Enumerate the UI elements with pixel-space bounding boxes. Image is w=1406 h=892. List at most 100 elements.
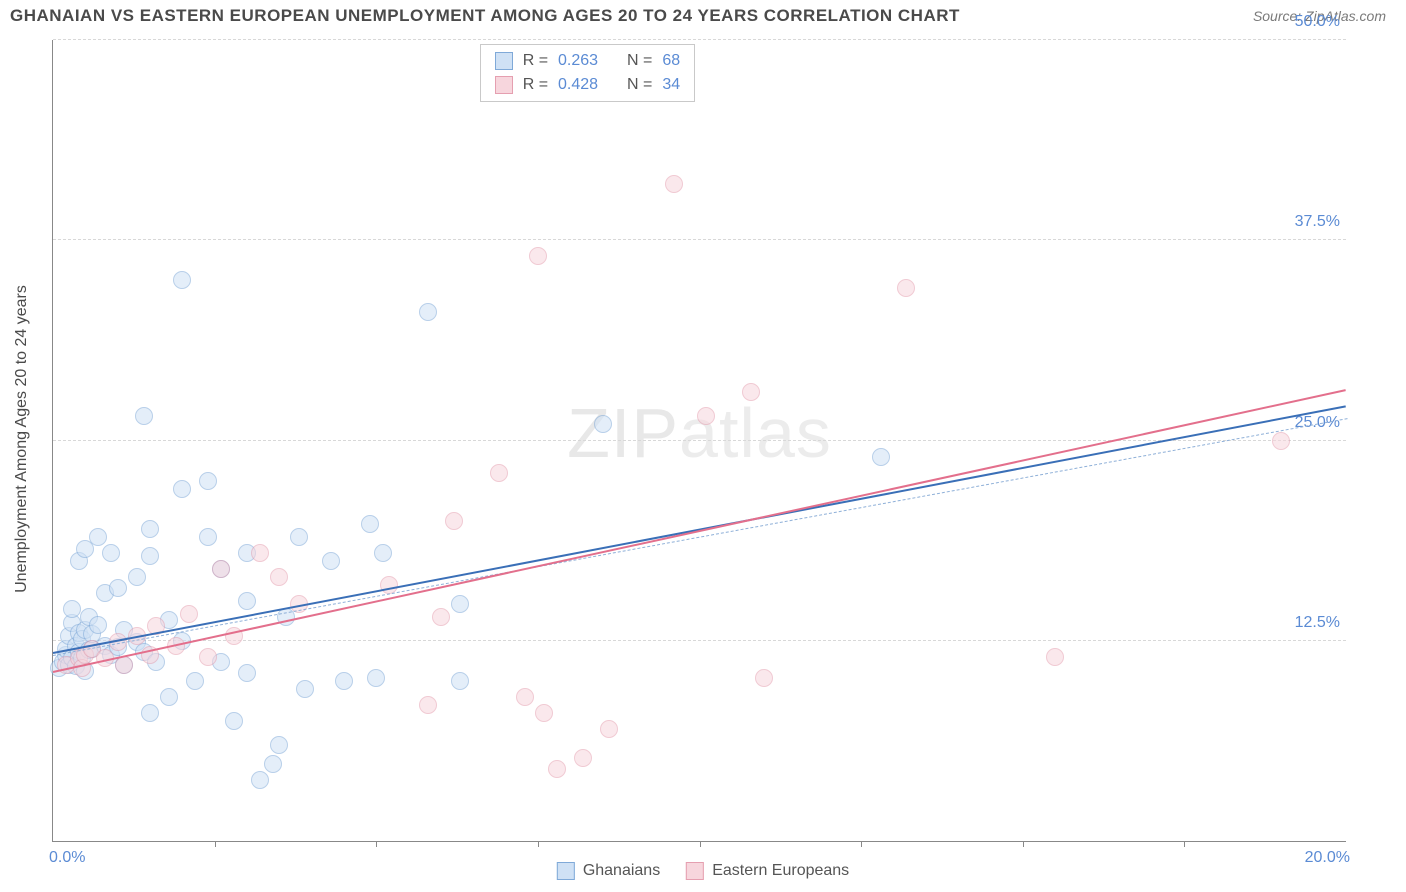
data-point	[238, 592, 256, 610]
y-tick-label: 37.5%	[1295, 213, 1340, 231]
data-point	[173, 480, 191, 498]
data-point	[665, 175, 683, 193]
data-point	[225, 712, 243, 730]
x-tick	[376, 841, 377, 847]
data-point	[600, 720, 618, 738]
watermark-bold: ZIP	[567, 394, 679, 472]
legend-item-eastern-europeans: Eastern Europeans	[686, 862, 849, 880]
data-point	[212, 560, 230, 578]
data-point	[419, 696, 437, 714]
r-prefix: R =	[523, 73, 548, 97]
data-point	[361, 515, 379, 533]
data-point	[290, 528, 308, 546]
n-value-ghanaians: 68	[662, 49, 680, 73]
watermark-thin: atlas	[679, 394, 832, 472]
r-prefix: R =	[523, 49, 548, 73]
gridline	[53, 239, 1346, 240]
x-axis-max-label: 20.0%	[1305, 849, 1350, 867]
data-point	[270, 736, 288, 754]
data-point	[490, 464, 508, 482]
x-tick	[215, 841, 216, 847]
y-tick-label: 12.5%	[1295, 614, 1340, 632]
data-point	[548, 760, 566, 778]
data-point	[89, 616, 107, 634]
x-tick	[700, 841, 701, 847]
series-legend: Ghanaians Eastern Europeans	[557, 862, 849, 880]
swatch-ghanaians	[557, 862, 575, 880]
data-point	[270, 568, 288, 586]
chart-title: GHANAIAN VS EASTERN EUROPEAN UNEMPLOYMEN…	[10, 6, 960, 26]
data-point	[141, 520, 159, 538]
data-point	[141, 704, 159, 722]
trend-line-dashed	[53, 418, 1348, 656]
data-point	[251, 544, 269, 562]
trend-line	[53, 389, 1346, 673]
data-point	[529, 247, 547, 265]
correlation-legend: R = 0.263 N = 68 R = 0.428 N = 34	[480, 44, 695, 102]
data-point	[251, 771, 269, 789]
data-point	[199, 472, 217, 490]
r-value-ghanaians: 0.263	[558, 49, 598, 73]
legend-item-ghanaians: Ghanaians	[557, 862, 660, 880]
x-tick	[1023, 841, 1024, 847]
watermark: ZIPatlas	[567, 393, 832, 473]
data-point	[180, 605, 198, 623]
data-point	[322, 552, 340, 570]
data-point	[335, 672, 353, 690]
data-point	[374, 544, 392, 562]
data-point	[135, 407, 153, 425]
data-point	[296, 680, 314, 698]
data-point	[742, 383, 760, 401]
gridline	[53, 39, 1346, 40]
data-point	[419, 303, 437, 321]
n-prefix: N =	[627, 73, 652, 97]
x-tick	[538, 841, 539, 847]
data-point	[186, 672, 204, 690]
data-point	[367, 669, 385, 687]
data-point	[199, 648, 217, 666]
n-value-eastern-europeans: 34	[662, 73, 680, 97]
y-tick-label: 50.0%	[1295, 13, 1340, 31]
data-point	[89, 528, 107, 546]
data-point	[451, 672, 469, 690]
data-point	[516, 688, 534, 706]
data-point	[1046, 648, 1064, 666]
data-point	[445, 512, 463, 530]
gridline	[53, 640, 1346, 641]
n-prefix: N =	[627, 49, 652, 73]
swatch-eastern-europeans	[686, 862, 704, 880]
x-tick	[861, 841, 862, 847]
gridline	[53, 440, 1346, 441]
data-point	[109, 579, 127, 597]
data-point	[264, 755, 282, 773]
data-point	[872, 448, 890, 466]
data-point	[173, 271, 191, 289]
y-axis-label: Unemployment Among Ages 20 to 24 years	[13, 285, 31, 593]
data-point	[238, 664, 256, 682]
data-point	[128, 568, 146, 586]
plot-area: ZIPatlas R = 0.263 N = 68 R = 0.428 N = …	[52, 40, 1346, 842]
data-point	[432, 608, 450, 626]
x-axis-min-label: 0.0%	[49, 849, 85, 867]
data-point	[535, 704, 553, 722]
r-value-eastern-europeans: 0.428	[558, 73, 598, 97]
data-point	[755, 669, 773, 687]
data-point	[199, 528, 217, 546]
correlation-row-ghanaians: R = 0.263 N = 68	[495, 49, 680, 73]
data-point	[1272, 432, 1290, 450]
legend-label-eastern-europeans: Eastern Europeans	[712, 862, 849, 880]
chart-container: Unemployment Among Ages 20 to 24 years Z…	[28, 36, 1346, 842]
correlation-row-eastern-europeans: R = 0.428 N = 34	[495, 73, 680, 97]
x-tick	[1184, 841, 1185, 847]
data-point	[160, 688, 178, 706]
data-point	[697, 407, 715, 425]
data-point	[451, 595, 469, 613]
data-point	[574, 749, 592, 767]
data-point	[594, 415, 612, 433]
swatch-eastern-europeans	[495, 76, 513, 94]
swatch-ghanaians	[495, 52, 513, 70]
data-point	[897, 279, 915, 297]
data-point	[102, 544, 120, 562]
data-point	[141, 547, 159, 565]
legend-label-ghanaians: Ghanaians	[583, 862, 660, 880]
